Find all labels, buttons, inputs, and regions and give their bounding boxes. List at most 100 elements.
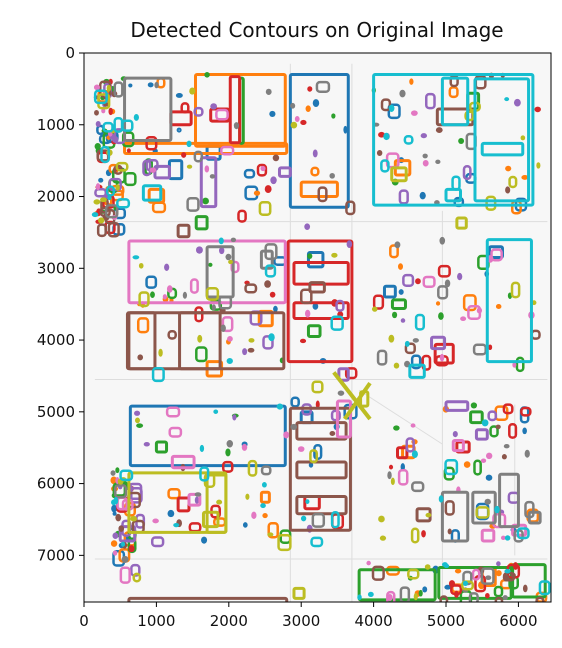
contour-blob (264, 264, 277, 278)
contour-blob (404, 340, 410, 347)
contour-blob (520, 406, 532, 417)
contour-blob (226, 440, 234, 448)
contour-blob (462, 165, 472, 181)
contour-blob (151, 201, 167, 214)
contour-rect (123, 141, 289, 155)
contour-blob (447, 528, 452, 535)
contour-blob (454, 590, 459, 598)
contour-blob (391, 311, 398, 319)
contour-blob (513, 98, 521, 107)
contour-rect (390, 298, 407, 310)
contour-blob (150, 536, 165, 548)
contour-blob (503, 444, 510, 449)
contour-blob (471, 568, 481, 581)
contour-blob (211, 304, 216, 311)
contour-blob (105, 185, 116, 197)
contour-blob (504, 535, 511, 541)
contour-blob (536, 162, 541, 169)
contour-blob (421, 530, 426, 538)
contour-blob (201, 536, 208, 544)
contour-rect (292, 301, 350, 321)
contour-blob (367, 591, 374, 598)
contour-rect (259, 490, 271, 504)
contour-blob (398, 189, 409, 205)
contour-blob (413, 593, 418, 601)
contour-blob (94, 109, 99, 116)
contour-blob (524, 500, 535, 519)
contour-rect (337, 367, 350, 382)
contour-blob (111, 504, 118, 513)
contour-blob (220, 324, 226, 333)
contour-blob (484, 498, 491, 505)
contour-blob (134, 417, 140, 424)
contour-blob (422, 586, 428, 593)
contour-blob (143, 441, 150, 447)
contour-blob (133, 114, 139, 121)
contour-blob (344, 367, 358, 380)
contour-blob (166, 285, 173, 293)
contour-blob (242, 522, 248, 528)
contour-blob (260, 503, 266, 509)
contour-blob (96, 223, 107, 238)
contour-blob (119, 469, 134, 482)
y-tick-label: 6000 (37, 475, 75, 493)
contour-blob (267, 532, 274, 537)
contour-blob (510, 281, 521, 299)
contour-blob (470, 402, 478, 409)
contour-blob (398, 289, 404, 295)
x-tick-label: 0 (79, 612, 89, 630)
contour-blob (485, 575, 492, 581)
contour-blob (226, 357, 233, 364)
contour-rect (292, 586, 306, 600)
contour-blob (371, 306, 378, 312)
contour-blob (487, 410, 498, 422)
contour-blob (245, 493, 250, 500)
contour-blob (151, 367, 165, 383)
contour-blob (244, 283, 258, 294)
contour-blob (329, 431, 336, 437)
contour-rect (396, 446, 409, 460)
contour-rect (154, 440, 169, 454)
contour-blob (307, 86, 313, 92)
contour-blob (290, 396, 300, 408)
contour-blob (493, 585, 504, 598)
contour-blob (168, 426, 183, 438)
contour-diagonal-line (343, 381, 372, 421)
contour-rect (288, 73, 350, 209)
contour-blob (158, 348, 163, 357)
contour-blob (114, 484, 128, 499)
contour-blob (233, 122, 240, 130)
contour-blob (115, 513, 122, 522)
contour-rect (408, 363, 426, 379)
contour-blob (256, 163, 268, 177)
contour-blob (411, 450, 418, 458)
contour-blob (489, 425, 499, 438)
contour-blob (473, 459, 482, 476)
y-axis: 0 1000 2000 3000 4000 5000 6000 7000 (37, 44, 84, 564)
contour-blob (448, 86, 459, 99)
contour-blob (420, 133, 428, 139)
contour-blob (452, 431, 458, 438)
contour-blob (524, 449, 530, 458)
contour-blob (115, 467, 120, 474)
contour-blob (304, 223, 311, 231)
contour-blob (230, 237, 237, 243)
contour-blob (111, 136, 119, 143)
contour-blob (145, 135, 158, 151)
contour-blob (106, 84, 112, 92)
contour-blob (500, 535, 506, 540)
contour-blob (310, 536, 324, 548)
contour-blob (194, 306, 204, 323)
contour-blob (538, 580, 551, 596)
contour-blob (269, 291, 276, 298)
contour-blob (299, 288, 313, 305)
contour-blob (457, 272, 463, 281)
contour-rect (469, 410, 484, 425)
contour-blob (331, 252, 338, 258)
y-tick-label: 3000 (37, 259, 75, 277)
contour-blob (393, 425, 400, 431)
contour-blob (444, 458, 459, 476)
contour-rect (390, 166, 408, 183)
contour-blob (132, 572, 142, 583)
contour-blob (442, 562, 448, 567)
